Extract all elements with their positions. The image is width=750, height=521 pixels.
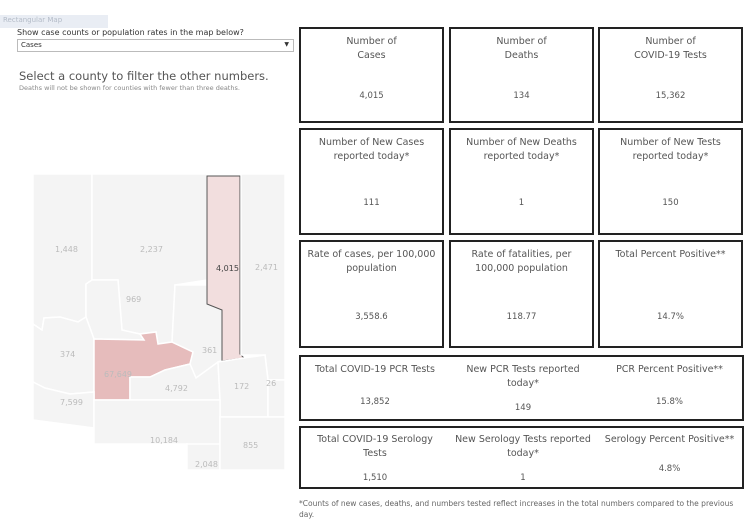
dropdown-selected-value: Cases bbox=[21, 41, 42, 49]
stat-title: Serology Percent Positive** bbox=[604, 434, 735, 445]
stat-value: 149 bbox=[514, 403, 532, 413]
serology-total-tests: Total COVID-19 Serology Tests 1,510 bbox=[301, 428, 449, 487]
pcr-panel: Total COVID-19 PCR Tests 13,852 New PCR … bbox=[299, 355, 744, 421]
stat-card-cases: Number of Cases 4,015 bbox=[299, 27, 444, 123]
stat-value: 4.8% bbox=[658, 464, 681, 474]
county-label-mohave: 1,448 bbox=[55, 245, 78, 254]
stat-value: 134 bbox=[513, 91, 530, 101]
stat-card-new-deaths: Number of New Deaths reported today* 1 bbox=[449, 128, 594, 235]
county-label-navajo: 4,015 bbox=[216, 264, 239, 273]
county-label-santacruz: 2,048 bbox=[195, 460, 218, 469]
county-label-yavapai: 969 bbox=[126, 295, 141, 304]
county-label-coconino: 2,237 bbox=[140, 245, 163, 254]
stat-card-new-cases: Number of New Cases reported today* 111 bbox=[299, 128, 444, 235]
stat-value: 111 bbox=[363, 198, 380, 208]
pcr-new-tests: New PCR Tests reported today* 149 bbox=[449, 357, 597, 419]
serology-new-tests: New Serology Tests reported today* 1 bbox=[449, 428, 597, 487]
map-deaths-note: Deaths will not be shown for counties wi… bbox=[19, 84, 240, 92]
stat-value: 118.77 bbox=[506, 312, 537, 322]
county-label-apache: 2,471 bbox=[255, 263, 278, 272]
serology-percent-positive: Serology Percent Positive** 4.8% bbox=[597, 428, 742, 487]
stat-value: 14.7% bbox=[656, 312, 684, 322]
stat-value: 1 bbox=[518, 198, 525, 208]
serology-panel: Total COVID-19 Serology Tests 1,510 New … bbox=[299, 426, 744, 489]
stat-title: Number of Cases bbox=[346, 36, 397, 61]
stat-title: New PCR Tests reported today* bbox=[466, 364, 580, 389]
county-apache[interactable] bbox=[240, 173, 286, 381]
stat-title: Rate of cases, per 100,000 population bbox=[307, 249, 436, 274]
stat-value: 13,852 bbox=[360, 397, 390, 407]
stat-value: 15,362 bbox=[655, 91, 686, 101]
county-label-lapaz: 374 bbox=[60, 350, 75, 359]
map-metric-dropdown[interactable]: Cases ▼ bbox=[17, 39, 294, 52]
pcr-percent-positive: PCR Percent Positive** 15.8% bbox=[597, 357, 742, 419]
stat-title: Number of Deaths bbox=[496, 36, 547, 61]
county-label-cochise: 855 bbox=[243, 441, 258, 450]
stat-value: 3,558.6 bbox=[355, 312, 388, 322]
stat-card-fatality-rate: Rate of fatalities, per 100,000 populati… bbox=[449, 240, 594, 348]
footnote: *Counts of new cases, deaths, and number… bbox=[299, 499, 734, 519]
stat-title: Number of New Tests reported today* bbox=[620, 137, 721, 162]
stat-title: Total Percent Positive** bbox=[615, 249, 726, 260]
stat-card-case-rate: Rate of cases, per 100,000 population 3,… bbox=[299, 240, 444, 348]
tab-rectangular-map[interactable]: Rectangular Map bbox=[0, 15, 108, 28]
county-label-graham: 172 bbox=[234, 382, 249, 391]
stat-title: Number of New Cases reported today* bbox=[318, 137, 425, 162]
county-label-greenlee: 26 bbox=[266, 379, 276, 388]
pcr-total-tests: Total COVID-19 PCR Tests 13,852 bbox=[301, 357, 449, 419]
stat-card-new-tests: Number of New Tests reported today* 150 bbox=[598, 128, 743, 235]
stat-value: 1,510 bbox=[362, 473, 388, 483]
county-yuma[interactable] bbox=[32, 380, 95, 429]
chevron-down-icon: ▼ bbox=[284, 41, 289, 48]
stat-card-percent-positive: Total Percent Positive** 14.7% bbox=[598, 240, 743, 348]
county-label-gila: 361 bbox=[202, 346, 217, 355]
county-label-pima: 10,184 bbox=[150, 436, 178, 445]
county-label-pinal: 4,792 bbox=[165, 384, 188, 393]
stat-value: 15.8% bbox=[655, 397, 683, 407]
stat-title: Number of COVID-19 Tests bbox=[634, 36, 707, 61]
stat-card-tests: Number of COVID-19 Tests 15,362 bbox=[598, 27, 743, 123]
stat-card-deaths: Number of Deaths 134 bbox=[449, 27, 594, 123]
stat-value: 150 bbox=[662, 198, 679, 208]
county-label-maricopa: 67,649 bbox=[104, 370, 132, 379]
stat-value: 4,015 bbox=[359, 91, 384, 101]
stat-title: Number of New Deaths reported today* bbox=[466, 137, 577, 162]
map-instruction-heading: Select a county to filter the other numb… bbox=[19, 69, 269, 83]
county-map: 1,448 2,237 4,015 2,471 969 374 67,649 3… bbox=[32, 173, 286, 471]
stat-title: New Serology Tests reported today* bbox=[455, 434, 591, 459]
map-metric-label: Show case counts or population rates in … bbox=[17, 28, 244, 37]
stat-title: Rate of fatalities, per 100,000 populati… bbox=[471, 249, 572, 274]
tab-label: Rectangular Map bbox=[3, 16, 63, 24]
stat-title: PCR Percent Positive** bbox=[616, 364, 723, 375]
stat-value: 1 bbox=[520, 473, 526, 483]
stat-title: Total COVID-19 PCR Tests bbox=[315, 364, 435, 375]
county-label-yuma: 7,599 bbox=[60, 398, 83, 407]
county-cochise[interactable] bbox=[219, 416, 286, 471]
stat-title: Total COVID-19 Serology Tests bbox=[317, 434, 433, 459]
